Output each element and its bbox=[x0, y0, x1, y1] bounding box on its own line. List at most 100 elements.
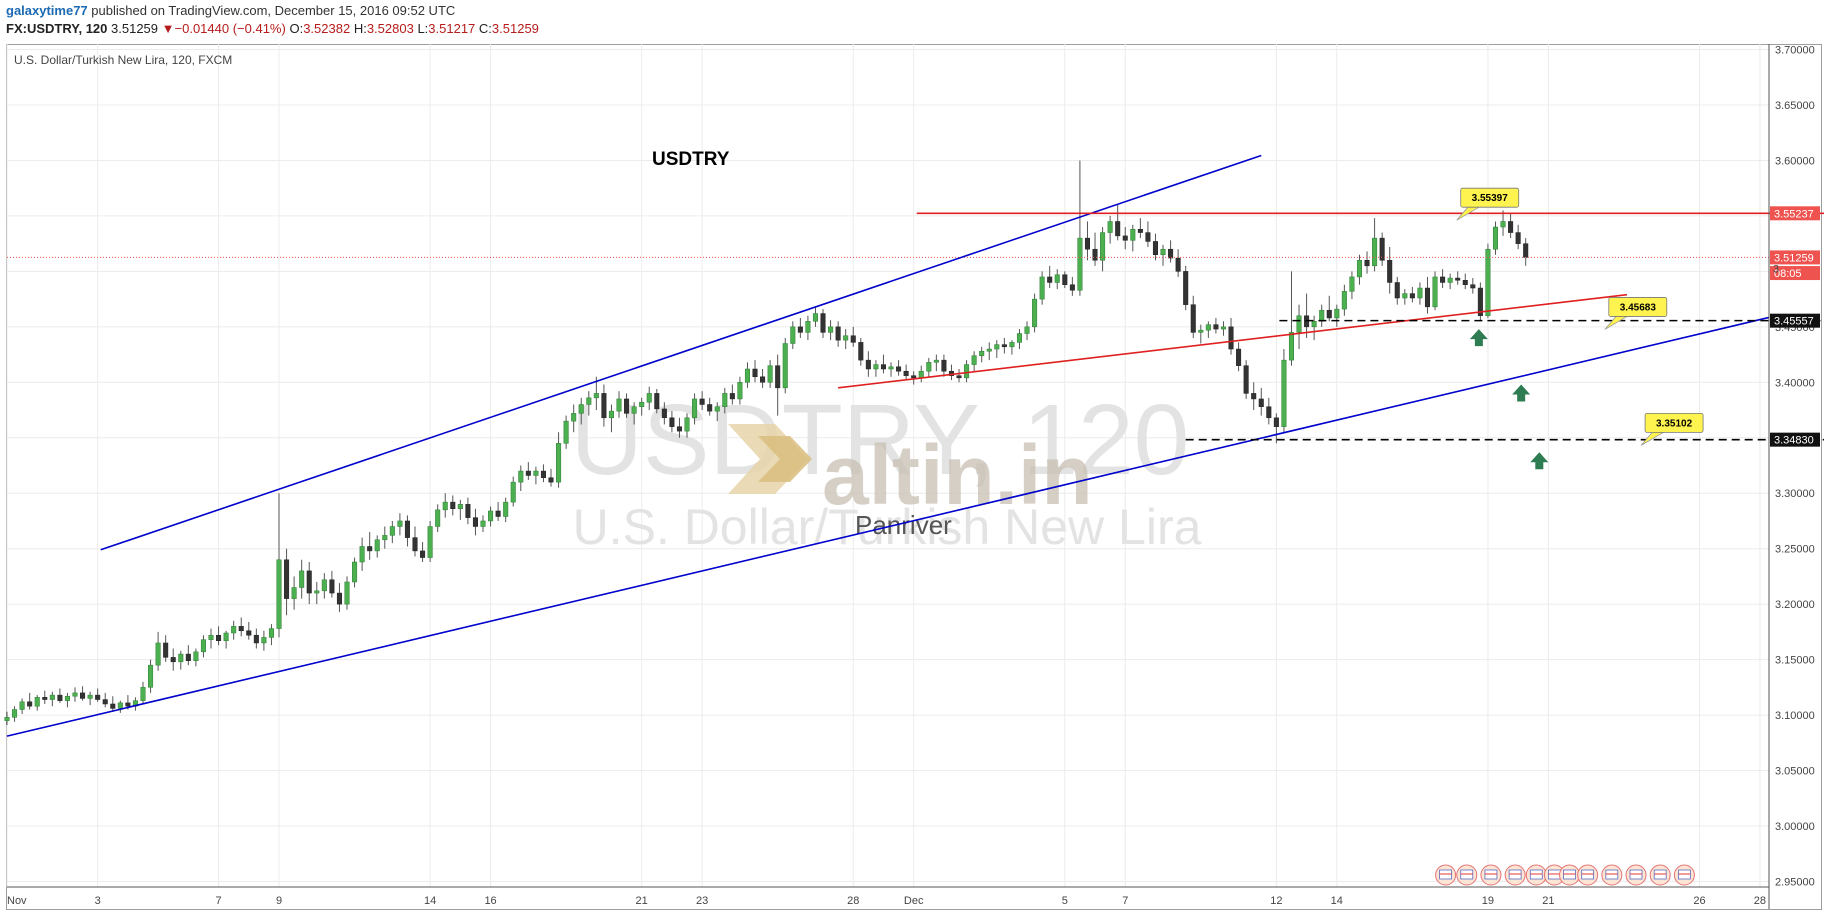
candle-body bbox=[699, 398, 705, 405]
candle-body bbox=[200, 639, 206, 653]
candle bbox=[1515, 224, 1521, 250]
candle-body bbox=[843, 335, 849, 341]
callouts: 3.55397 3.45683 3.35102 bbox=[1456, 187, 1704, 446]
candle bbox=[608, 404, 614, 433]
close-label: C: bbox=[478, 21, 492, 36]
candle bbox=[1175, 249, 1181, 277]
published-text: published on TradingView.com, December 1… bbox=[91, 3, 456, 18]
axis-price-tag: 3.34830 bbox=[1770, 432, 1820, 447]
candle bbox=[1047, 265, 1053, 289]
candle-body bbox=[1326, 309, 1332, 319]
candle-body bbox=[828, 326, 834, 333]
callout-pointer bbox=[1604, 315, 1631, 330]
x-tick-label: 14 bbox=[1331, 895, 1343, 907]
candle-body bbox=[1455, 277, 1461, 281]
candle-body bbox=[276, 559, 282, 629]
candle bbox=[231, 620, 237, 640]
candle-body bbox=[367, 546, 373, 552]
candle-body bbox=[979, 351, 985, 356]
candle bbox=[676, 417, 682, 438]
candle-body bbox=[624, 398, 630, 414]
chart-header: galaxytime77 published on TradingView.co… bbox=[0, 0, 1824, 44]
x-tick-label: 7 bbox=[1122, 895, 1128, 907]
price-callout: 3.55397 bbox=[1456, 187, 1520, 221]
candle bbox=[654, 388, 660, 414]
candle bbox=[148, 659, 154, 693]
candle bbox=[359, 537, 365, 571]
candle bbox=[661, 402, 667, 425]
candle bbox=[1462, 273, 1468, 290]
candle bbox=[1349, 271, 1355, 300]
candle-body bbox=[1183, 271, 1189, 305]
candle-body bbox=[1372, 237, 1378, 267]
axis-price-tag-bg bbox=[1770, 206, 1820, 221]
candle bbox=[389, 520, 395, 544]
candle bbox=[880, 354, 886, 374]
candle bbox=[284, 548, 290, 616]
candle bbox=[268, 624, 274, 646]
candle-body bbox=[420, 550, 426, 558]
chart-area[interactable]: USDTRY, 120 U.S. Dollar/Turkish New Lira… bbox=[0, 44, 1824, 915]
candle bbox=[948, 364, 954, 381]
candle-body bbox=[450, 501, 456, 510]
candle-body bbox=[49, 694, 55, 700]
candle-body bbox=[1500, 221, 1506, 228]
axis-price-tag: 3.45557 bbox=[1770, 313, 1820, 328]
candle-body bbox=[737, 382, 743, 400]
candle-body bbox=[548, 477, 554, 483]
candle-body bbox=[102, 699, 108, 705]
candle bbox=[1024, 321, 1030, 341]
price-axis[interactable]: 3.700003.650003.600003.550003.500003.450… bbox=[1768, 44, 1815, 909]
candle bbox=[986, 342, 992, 361]
candle-body bbox=[1016, 333, 1022, 343]
candle bbox=[616, 391, 622, 418]
candle bbox=[548, 468, 554, 487]
y-tick-label: 3.00000 bbox=[1775, 821, 1815, 833]
candle bbox=[858, 337, 864, 366]
candle-body bbox=[465, 504, 471, 518]
candle-body bbox=[1477, 287, 1483, 317]
candle-body bbox=[321, 579, 327, 592]
candle bbox=[420, 542, 426, 563]
watermark: USDTRY, 120 U.S. Dollar/Turkish New Lira… bbox=[571, 384, 1202, 555]
candle-body bbox=[1175, 257, 1181, 272]
candle-body bbox=[223, 632, 229, 642]
candle-body bbox=[971, 355, 977, 365]
candle-body bbox=[858, 342, 864, 361]
candle bbox=[427, 520, 433, 563]
candle bbox=[1016, 329, 1022, 350]
event-flag-icon bbox=[1649, 864, 1671, 886]
candle-body bbox=[163, 642, 169, 658]
candle bbox=[797, 317, 803, 338]
author-link[interactable]: galaxytime77 bbox=[6, 3, 88, 18]
candle bbox=[1054, 269, 1060, 290]
candle-body bbox=[1213, 324, 1219, 330]
candle bbox=[1492, 221, 1498, 255]
candle-body bbox=[480, 520, 486, 527]
candle bbox=[1220, 321, 1226, 336]
candle-body bbox=[1100, 232, 1106, 261]
candle bbox=[472, 508, 478, 536]
arrows bbox=[1469, 329, 1549, 470]
candle-body bbox=[1341, 291, 1347, 310]
event-flag-icon bbox=[1525, 864, 1547, 886]
candle bbox=[1160, 244, 1166, 266]
candle-body bbox=[140, 687, 146, 701]
candle bbox=[540, 464, 546, 483]
x-tick-label: 21 bbox=[1542, 895, 1554, 907]
candle-body bbox=[956, 375, 962, 379]
candle-body bbox=[148, 664, 154, 688]
candle-body bbox=[669, 417, 675, 427]
candle-body bbox=[178, 653, 184, 663]
candle bbox=[1364, 251, 1370, 274]
time-axis[interactable]: Nov 3 7 9 14 16 21 23 28 Dec 5 7 12 14 19 21 26 28 bbox=[7, 864, 1769, 907]
candle bbox=[1190, 295, 1196, 338]
candle bbox=[87, 691, 93, 706]
candle bbox=[1311, 315, 1317, 341]
candle-body bbox=[601, 393, 607, 419]
candle-body bbox=[19, 701, 25, 710]
altin-logo-icon bbox=[728, 424, 812, 494]
candle bbox=[1145, 221, 1151, 247]
candle-body bbox=[586, 397, 592, 405]
callout-text: 3.45683 bbox=[1620, 302, 1657, 313]
